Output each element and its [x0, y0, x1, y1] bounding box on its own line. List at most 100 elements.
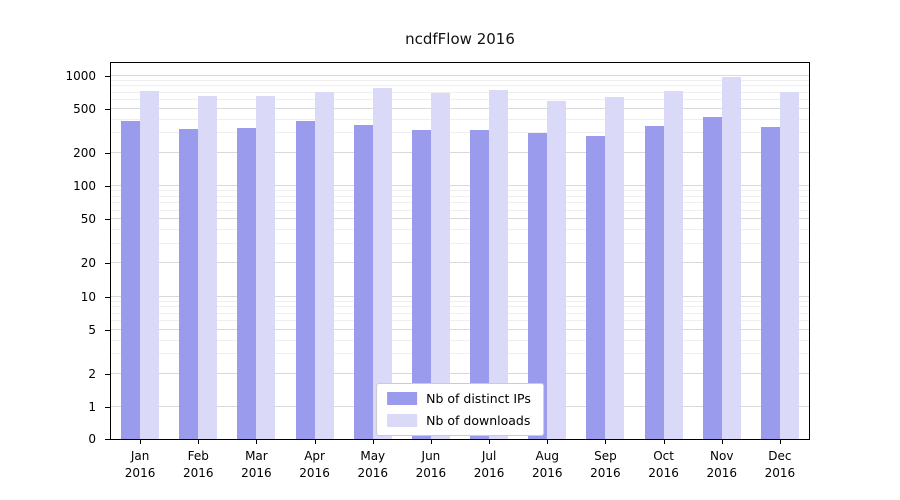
bar-distinct-ips-jan — [121, 120, 141, 439]
y-tick-mark — [105, 152, 110, 154]
bar-distinct-ips-sep — [586, 135, 606, 439]
minor-gridline — [111, 195, 809, 197]
x-tick-mark — [198, 440, 200, 444]
y-tick-mark — [105, 329, 110, 331]
x-tick-mark — [663, 440, 665, 444]
major-gridline — [111, 107, 809, 109]
legend: Nb of distinct IPs Nb of downloads — [376, 383, 544, 436]
legend-item-downloads: Nb of downloads — [387, 413, 531, 428]
y-tick-label: 5 — [88, 322, 96, 337]
legend-label-downloads: Nb of downloads — [426, 413, 531, 428]
minor-gridline — [111, 320, 809, 322]
bar-distinct-ips-aug — [528, 133, 548, 439]
y-tick-mark — [105, 439, 110, 440]
bar-downloads-aug — [547, 100, 567, 439]
major-gridline — [111, 74, 809, 76]
minor-gridline — [111, 190, 809, 192]
x-tick-label: Sep 2016 — [590, 449, 621, 480]
y-tick-label: 1000 — [65, 68, 96, 83]
y-tick-label: 50 — [80, 212, 96, 227]
minor-gridline — [111, 306, 809, 308]
bar-downloads-nov — [721, 76, 741, 439]
minor-gridline — [111, 339, 809, 341]
bar-downloads-jul — [489, 89, 509, 439]
minor-gridline — [111, 132, 809, 134]
x-tick-label: Apr 2016 — [299, 449, 330, 480]
y-tick-mark — [105, 407, 110, 408]
legend-label-distinct-ips: Nb of distinct IPs — [426, 391, 531, 406]
major-gridline — [111, 295, 809, 297]
x-tick-label: Feb 2016 — [182, 449, 214, 480]
bar-downloads-jun — [430, 93, 450, 439]
minor-gridline — [111, 91, 809, 93]
major-gridline — [111, 185, 809, 187]
major-gridline — [111, 328, 809, 330]
bar-distinct-ips-jul — [470, 129, 490, 439]
x-tick-mark — [779, 440, 781, 444]
y-tick-mark — [105, 263, 110, 265]
x-tick-label: Jul 2016 — [473, 449, 505, 480]
bar-distinct-ips-jun — [411, 129, 431, 439]
bar-distinct-ips-mar — [237, 128, 257, 439]
minor-gridline — [111, 118, 809, 120]
y-tick-label: 100 — [73, 179, 96, 194]
y-tick-label: 1 — [88, 400, 96, 414]
x-tick-label: Nov 2016 — [706, 449, 738, 480]
x-tick-mark — [721, 440, 723, 444]
x-tick-mark — [256, 440, 258, 444]
x-tick-mark — [140, 440, 142, 444]
y-tick-label: 200 — [73, 145, 96, 160]
x-tick-mark — [314, 440, 316, 444]
x-tick-label: Jan 2016 — [124, 449, 156, 480]
y-tick-label: 20 — [80, 256, 96, 271]
legend-item-distinct-ips: Nb of distinct IPs — [387, 391, 531, 406]
minor-gridline — [111, 99, 809, 101]
minor-gridline — [111, 202, 809, 204]
minor-gridline — [111, 353, 809, 355]
chart-title: ncdfFlow 2016 — [405, 30, 515, 48]
x-tick-mark — [372, 440, 374, 444]
minor-gridline — [111, 242, 809, 244]
major-gridline — [111, 218, 809, 220]
major-gridline — [111, 151, 809, 153]
y-tick-mark — [105, 219, 110, 221]
x-tick-mark — [547, 440, 549, 444]
bar-downloads-sep — [605, 97, 625, 439]
y-tick-mark — [105, 373, 110, 375]
x-tick-label: Jun 2016 — [415, 449, 447, 480]
y-tick-mark — [105, 296, 110, 298]
minor-gridline — [111, 312, 809, 314]
bar-downloads-oct — [663, 91, 683, 439]
x-tick-mark — [489, 440, 491, 444]
legend-swatch-distinct-ips — [387, 392, 418, 405]
bar-downloads-feb — [198, 95, 218, 439]
plot-area: Nb of distinct IPs Nb of downloads — [110, 62, 810, 440]
y-tick-mark — [105, 108, 110, 110]
bar-downloads-apr — [314, 92, 334, 439]
x-tick-label: Dec 2016 — [764, 449, 796, 480]
bar-distinct-ips-oct — [644, 125, 664, 439]
y-tick-label: 10 — [80, 289, 96, 304]
bar-downloads-mar — [256, 95, 276, 439]
y-tick-mark — [105, 75, 110, 77]
major-gridline — [111, 372, 809, 374]
x-tick-label: Oct 2016 — [648, 449, 679, 480]
bar-distinct-ips-dec — [760, 126, 780, 439]
x-tick-label: Mar 2016 — [241, 449, 272, 480]
x-tick-mark — [430, 440, 432, 444]
bar-downloads-jan — [140, 90, 160, 439]
y-tick-mark — [105, 186, 110, 188]
bar-distinct-ips-may — [353, 125, 373, 439]
bar-distinct-ips-apr — [295, 121, 315, 439]
minor-gridline — [111, 209, 809, 211]
legend-swatch-downloads — [387, 414, 418, 427]
x-tick-mark — [605, 440, 607, 444]
y-tick-label: 0 — [88, 432, 96, 446]
x-tick-label: Aug 2016 — [531, 449, 563, 480]
minor-gridline — [111, 85, 809, 87]
minor-gridline — [111, 229, 809, 231]
minor-gridline — [111, 79, 809, 81]
bar-downloads-may — [372, 88, 392, 439]
minor-gridline — [111, 300, 809, 302]
